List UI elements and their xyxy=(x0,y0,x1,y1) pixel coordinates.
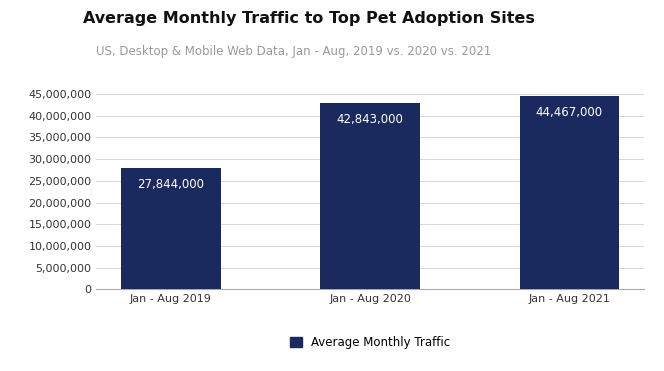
Text: US, Desktop & Mobile Web Data, Jan - Aug, 2019 vs. 2020 vs. 2021: US, Desktop & Mobile Web Data, Jan - Aug… xyxy=(96,45,491,58)
Text: 44,467,000: 44,467,000 xyxy=(536,106,603,119)
Text: Average Monthly Traffic to Top Pet Adoption Sites: Average Monthly Traffic to Top Pet Adopt… xyxy=(83,11,535,26)
Legend: Average Monthly Traffic: Average Monthly Traffic xyxy=(290,336,450,349)
Text: 42,843,000: 42,843,000 xyxy=(337,113,404,126)
Bar xyxy=(519,96,619,289)
Text: 27,844,000: 27,844,000 xyxy=(137,178,205,191)
Bar xyxy=(121,168,220,289)
Bar xyxy=(320,104,420,289)
